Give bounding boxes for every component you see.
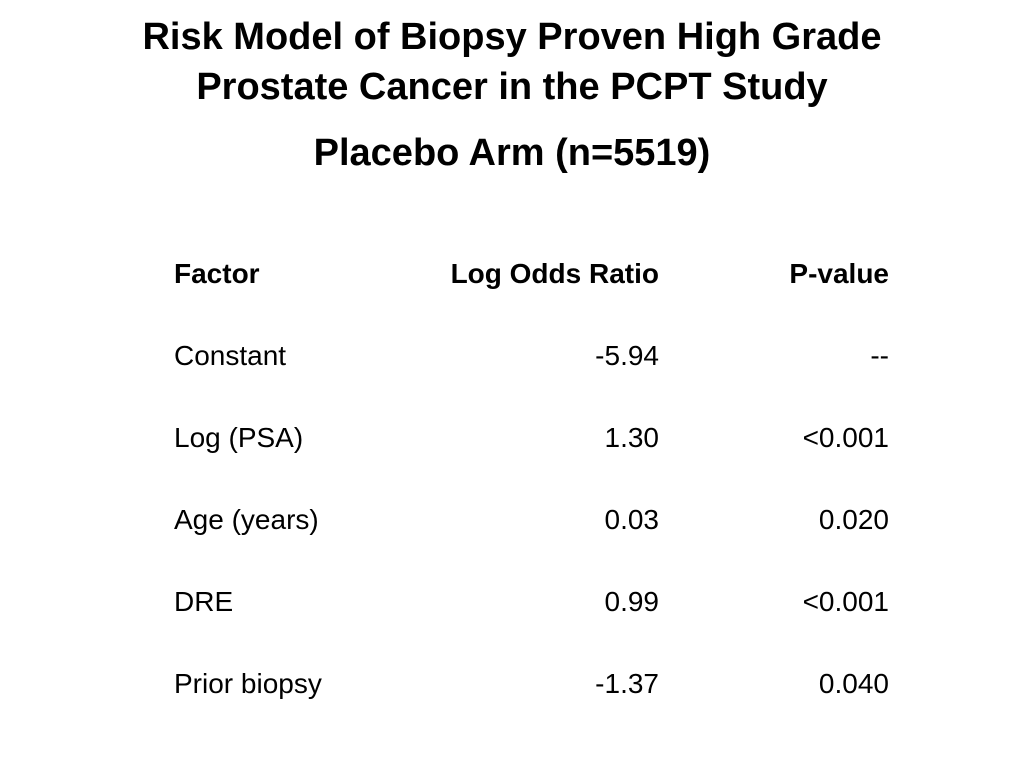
log-odds-ratio-cell: 0.99 [604,586,660,617]
factor-cell: Prior biopsy [174,668,322,699]
header-log-odds-ratio: Log Odds Ratio [450,258,659,289]
table-row: Prior biopsy -1.37 0.040 [174,664,889,746]
header-p-value: P-value [789,258,889,289]
p-value-cell: 0.040 [818,668,889,699]
log-odds-ratio-cell: 1.30 [604,422,660,453]
log-odds-ratio-cell: 0.03 [604,504,660,535]
title-line-1: Risk Model of Biopsy Proven High Grade [142,16,882,58]
log-odds-ratio-cell: -5.94 [595,340,659,371]
slide-title: Risk Model of Biopsy Proven High Grade P… [0,12,1024,178]
factor-cell: Constant [174,340,287,371]
slide-subtitle: Placebo Arm (n=5519) [313,132,711,174]
risk-model-table: Factor Log Odds Ratio P-value Constant -… [174,254,889,746]
table-row: Constant -5.94 -- [174,336,889,418]
p-value-cell: -- [870,340,889,371]
factor-cell: Age (years) [174,504,319,535]
table-row: Log (PSA) 1.30 <0.001 [174,418,889,500]
table-row: Age (years) 0.03 0.020 [174,500,889,582]
log-odds-ratio-cell: -1.37 [595,668,659,699]
table-row: DRE 0.99 <0.001 [174,582,889,664]
header-factor: Factor [174,258,260,289]
title-line-2: Prostate Cancer in the PCPT Study [196,66,828,108]
p-value-cell: <0.001 [802,422,889,453]
p-value-cell: <0.001 [802,586,889,617]
p-value-cell: 0.020 [818,504,889,535]
table-header-row: Factor Log Odds Ratio P-value [174,254,889,336]
factor-cell: Log (PSA) [174,422,304,453]
factor-cell: DRE [174,586,234,617]
